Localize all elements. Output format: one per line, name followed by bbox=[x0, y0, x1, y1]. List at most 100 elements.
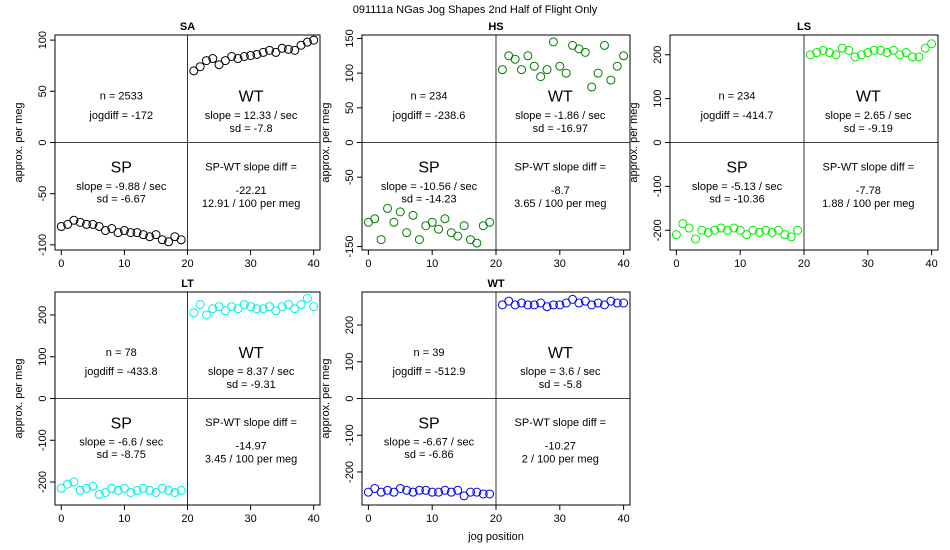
data-point bbox=[587, 82, 597, 92]
data-point bbox=[761, 225, 771, 235]
data-point bbox=[296, 300, 306, 310]
data-point bbox=[94, 490, 104, 500]
data-point bbox=[472, 487, 482, 497]
annotation-n: n = 39 bbox=[414, 347, 445, 359]
data-point bbox=[427, 217, 437, 227]
annotation-n: n = 234 bbox=[410, 91, 447, 103]
panel-title: WT bbox=[487, 278, 504, 290]
data-point bbox=[201, 310, 211, 320]
annotation-diff-value: -8.7 bbox=[551, 185, 570, 197]
data-point bbox=[517, 65, 527, 75]
data-point bbox=[606, 296, 616, 306]
annotation-diff-per: 12.91 / 100 per meg bbox=[202, 198, 300, 210]
y-tick-label: 100 bbox=[37, 31, 49, 49]
data-point bbox=[748, 225, 758, 235]
annotation-diff-label: SP-WT slope diff = bbox=[205, 417, 297, 429]
panel-wt: WT 0 10 20 30 40 -200 -100 0 100 200 approx. per me… bbox=[320, 278, 631, 525]
panel-hs: HS 0 10 20 30 40 -150 -50 0 50 100 150 approx. per m… bbox=[320, 21, 631, 270]
annotation-sp-slope: slope = -6.6 / sec bbox=[79, 436, 164, 448]
data-point bbox=[434, 224, 444, 234]
data-point bbox=[145, 485, 155, 495]
data-point bbox=[75, 217, 85, 227]
x-tick-label: 10 bbox=[426, 258, 438, 270]
y-axis-label: approx. per meg bbox=[628, 102, 640, 182]
data-point bbox=[485, 217, 495, 227]
data-point bbox=[283, 44, 293, 54]
annotation-wt-slope: slope = 12.33 / sec bbox=[205, 110, 298, 122]
annotation-diff-value: -14.97 bbox=[235, 441, 266, 453]
data-point bbox=[742, 230, 752, 240]
data-point bbox=[309, 35, 319, 45]
data-point bbox=[157, 483, 167, 493]
y-tick-label: 200 bbox=[652, 46, 664, 64]
data-point bbox=[239, 300, 249, 310]
panel-title: LS bbox=[797, 21, 811, 33]
annotation-wt-sd: sd = -16.97 bbox=[533, 123, 588, 135]
annotation-diff-value: -22.21 bbox=[235, 185, 266, 197]
data-point bbox=[302, 293, 312, 303]
data-point bbox=[517, 298, 527, 308]
data-point bbox=[88, 481, 98, 491]
y-tick-label: -100 bbox=[37, 234, 49, 256]
data-point bbox=[907, 52, 917, 62]
data-point bbox=[164, 485, 174, 495]
data-point bbox=[580, 47, 590, 57]
annotation-jogdiff: jogdiff = -238.6 bbox=[392, 110, 466, 122]
panel-title: LT bbox=[181, 278, 194, 290]
data-point bbox=[138, 230, 148, 240]
data-point bbox=[63, 479, 73, 489]
data-point bbox=[233, 54, 243, 64]
y-tick-label: -200 bbox=[37, 471, 49, 493]
y-tick-label: 50 bbox=[37, 85, 49, 97]
x-tick-label: 40 bbox=[308, 258, 320, 270]
data-point bbox=[837, 43, 847, 53]
data-point bbox=[227, 302, 237, 312]
annotation-diff-value: -7.78 bbox=[856, 185, 881, 197]
x-axis-label: jog position bbox=[467, 531, 524, 543]
data-point bbox=[421, 485, 431, 495]
data-point bbox=[94, 221, 104, 231]
data-point bbox=[619, 298, 629, 308]
data-point bbox=[599, 40, 609, 50]
data-point bbox=[56, 221, 66, 231]
data-point bbox=[593, 68, 603, 78]
annotation-diff-label: SP-WT slope diff = bbox=[515, 417, 607, 429]
data-point bbox=[453, 485, 463, 495]
x-tick-label: 20 bbox=[181, 513, 193, 525]
data-point bbox=[408, 487, 418, 497]
data-point bbox=[56, 483, 66, 493]
annotation-sp-slope: slope = -5.13 / sec bbox=[692, 181, 783, 193]
data-point bbox=[510, 54, 520, 64]
data-point bbox=[113, 485, 123, 495]
annotation-sp-slope: slope = -6.67 / sec bbox=[384, 436, 475, 448]
data-point bbox=[684, 223, 694, 233]
data-point bbox=[309, 302, 319, 312]
data-point bbox=[252, 49, 262, 59]
data-point bbox=[151, 487, 161, 497]
data-point bbox=[82, 219, 92, 229]
data-point bbox=[548, 37, 558, 47]
data-point bbox=[119, 226, 129, 236]
data-point bbox=[302, 37, 312, 47]
y-axis-label: approx. per meg bbox=[13, 358, 25, 438]
annotation-sp-sd: sd = -6.67 bbox=[97, 194, 146, 206]
x-tick-label: 40 bbox=[617, 258, 629, 270]
x-tick-label: 40 bbox=[925, 258, 937, 270]
x-tick-label: 20 bbox=[490, 258, 502, 270]
panel-title: SA bbox=[180, 21, 195, 33]
data-point bbox=[574, 298, 584, 308]
data-point bbox=[265, 45, 275, 55]
y-tick-label: 100 bbox=[344, 64, 356, 82]
data-point bbox=[414, 485, 424, 495]
x-tick-label: 30 bbox=[244, 258, 256, 270]
data-point bbox=[478, 489, 488, 499]
panel-sa: SA 0 10 20 30 40 -100 -50 0 50 100 approx. per meg n… bbox=[13, 21, 321, 270]
figure-title: 091111a NGas Jog Shapes 2nd Half of Flig… bbox=[353, 4, 598, 16]
annotation-wt-sd: sd = -7.8 bbox=[230, 123, 273, 135]
panel-lt: LT 0 10 20 30 40 -200 -100 0 100 200 approx. per me… bbox=[13, 278, 321, 525]
data-point bbox=[446, 487, 456, 497]
annotation-wt-label: WT bbox=[239, 89, 264, 106]
annotation-diff-per: 3.45 / 100 per meg bbox=[205, 453, 297, 465]
annotation-sp-label: SP bbox=[418, 160, 439, 177]
